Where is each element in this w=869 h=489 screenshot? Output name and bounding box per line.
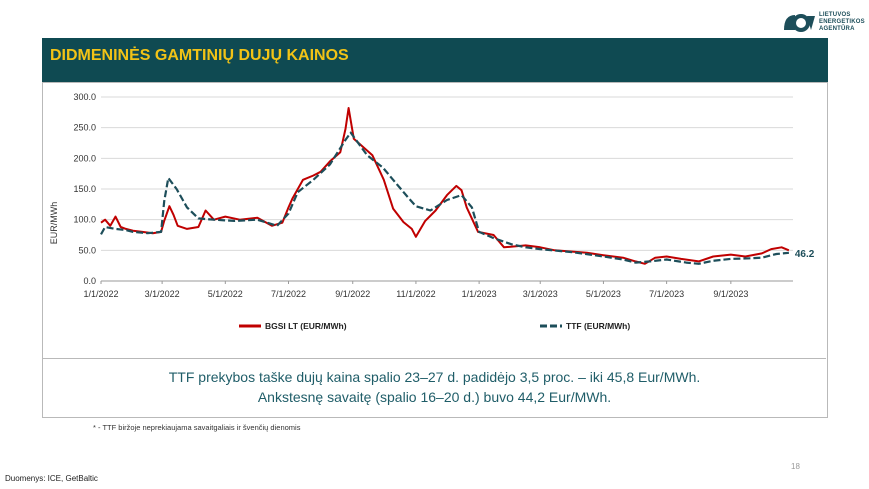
- source-note: Duomenys: ICE, GetBaltic: [5, 474, 98, 483]
- x-tick-label: 1/1/2022: [83, 289, 118, 299]
- title-banner: DIDMENINĖS GAMTINIŲ DUJŲ KAINOS: [42, 38, 828, 82]
- x-tick-label: 3/1/2022: [145, 289, 180, 299]
- summary-box: TTF prekybos taške dujų kaina spalio 23–…: [43, 358, 826, 417]
- gas-price-chart: 0.0 50.0 100.0 150.0 200.0 250.0 300.0 1/1/202…: [49, 92, 815, 331]
- series-bgsi-line: [100, 107, 790, 265]
- legend-label: TTF (EUR/MWh): [566, 321, 630, 331]
- legend-label: BGSI LT (EUR/MWh): [265, 321, 347, 331]
- x-tick-label: 7/1/2022: [271, 289, 306, 299]
- x-tick-label: 11/1/2022: [396, 289, 435, 299]
- x-tick-label: 3/1/2023: [523, 289, 558, 299]
- annotations: 46.2: [795, 249, 815, 260]
- series-ttf-line: [100, 131, 790, 265]
- x-axis: 1/1/2022 3/1/2022 5/1/2022 7/1/2022 9/1/2022…: [83, 281, 748, 299]
- logo-line: LIETUVOS: [819, 12, 851, 18]
- summary-line-2: Ankstesnę savaitę (spalio 16–20 d.) buvo…: [257, 389, 612, 405]
- x-tick-label: 7/1/2023: [649, 289, 684, 299]
- x-tick-label: 9/1/2022: [335, 289, 370, 299]
- y-tick-label: 250.0: [73, 123, 96, 133]
- x-tick-label: 5/1/2023: [586, 289, 621, 299]
- y-tick-label: 300.0: [73, 92, 96, 102]
- y-axis: 0.0 50.0 100.0 150.0 200.0 250.0 300.0: [73, 92, 96, 286]
- y-tick-label: 50.0: [78, 245, 96, 255]
- summary-line-1: TTF prekybos taške dujų kaina spalio 23–…: [168, 369, 701, 385]
- chart-frame: 0.0 50.0 100.0 150.0 200.0 250.0 300.0 1/1/202…: [42, 82, 828, 432]
- x-tick-label: 1/1/2023: [462, 289, 497, 299]
- logo-line: AGENTŪRA: [819, 26, 855, 32]
- grid: [101, 96, 793, 282]
- y-axis-label: EUR/MWh: [49, 202, 59, 245]
- page-number: 18: [791, 462, 800, 471]
- y-tick-label: 100.0: [73, 215, 96, 225]
- series-lines: [100, 107, 790, 265]
- legend: BGSI LT (EUR/MWh) TTF (EUR/MWh): [239, 321, 630, 331]
- x-tick-label: 9/1/2023: [713, 289, 748, 299]
- y-tick-label: 0.0: [83, 276, 96, 286]
- footnote: * - TTF biržoje neprekiaujama savaitgali…: [93, 423, 301, 432]
- logo-line: ENERGETIKOS: [819, 19, 865, 25]
- data-label: 46.2: [795, 249, 815, 260]
- agency-logo-icon: [784, 14, 815, 32]
- y-tick-label: 150.0: [73, 184, 96, 194]
- x-tick-label: 5/1/2022: [208, 289, 243, 299]
- page-title: DIDMENINĖS GAMTINIŲ DUJŲ KAINOS: [50, 47, 349, 64]
- y-tick-label: 200.0: [73, 153, 96, 163]
- logo-text: LIETUVOS ENERGETIKOS AGENTŪRA: [819, 12, 865, 33]
- logo: LIETUVOS ENERGETIKOS AGENTŪRA: [781, 10, 865, 38]
